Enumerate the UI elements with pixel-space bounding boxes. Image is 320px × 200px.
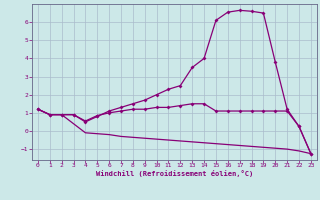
X-axis label: Windchill (Refroidissement éolien,°C): Windchill (Refroidissement éolien,°C)	[96, 170, 253, 177]
